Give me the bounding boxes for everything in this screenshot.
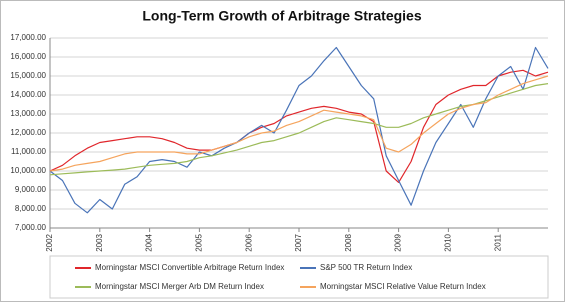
series-line [49,75,549,172]
legend-label: S&P 500 TR Return Index [320,263,412,272]
x-tick-label: 2003 [95,233,104,251]
legend-label: Morningstar MSCI Relative Value Return I… [320,282,486,291]
x-tick-label: 2005 [195,233,204,251]
x-tick-label: 2011 [493,233,502,251]
y-tick-label: 8,000.00 [15,204,47,213]
x-tick-label: 2010 [444,233,453,251]
legend-label: Morningstar MSCI Convertible Arbitrage R… [95,263,284,272]
x-tick-label: 2002 [45,233,54,251]
y-tick-label: 11,000.00 [11,147,47,156]
y-tick-label: 17,000.00 [10,33,46,42]
y-tick-label: 14,000.00 [10,90,46,99]
y-tick-label: 16,000.00 [10,52,46,61]
x-tick-label: 2004 [145,233,154,251]
y-tick-label: 15,000.00 [10,71,46,80]
series-line [49,69,549,183]
series-line [49,83,549,176]
series-line [49,46,549,214]
y-tick-label: 10,000.00 [10,166,46,175]
y-tick-label: 7,000.00 [15,223,47,232]
x-tick-label: 2008 [344,233,353,251]
x-tick-label: 2006 [244,233,253,251]
legend-frame [49,255,549,299]
y-tick-label: 13,000.00 [10,109,46,118]
x-tick-label: 2009 [394,233,403,251]
y-tick-label: 9,000.00 [15,185,47,194]
x-tick-label: 2007 [294,233,303,251]
y-tick-label: 12,000.00 [10,128,46,137]
chart-title: Long-Term Growth of Arbitrage Strategies [142,8,421,24]
legend-label: Morningstar MSCI Merger Arb DM Return In… [95,282,264,291]
